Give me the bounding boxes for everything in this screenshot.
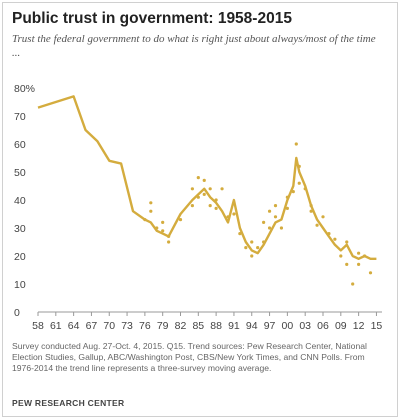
x-tick-label: 61: [50, 320, 62, 332]
x-tick-label: 64: [68, 320, 80, 332]
x-tick-label: 06: [317, 320, 329, 332]
x-tick-label: 76: [139, 320, 151, 332]
notes-line-2: Election Studies, Gallup, ABC/Washington…: [12, 352, 365, 363]
survey-point: [178, 218, 183, 222]
survey-point: [202, 178, 206, 182]
trend-line: [37, 95, 377, 260]
survey-point: [357, 262, 361, 266]
survey-point: [273, 215, 278, 219]
survey-point: [214, 206, 218, 210]
y-tick-label: 80%: [14, 83, 35, 95]
survey-point: [161, 229, 165, 233]
trust-chart: 0 10 20 30 40 50 60 70 80% 58 61 64 67 70 73 76 79 82 85 8…: [14, 83, 382, 332]
x-tick-label: 82: [175, 320, 187, 332]
source-label: PEW RESEARCH CENTER: [12, 398, 125, 408]
survey-point: [315, 223, 319, 227]
survey-point: [208, 204, 212, 208]
survey-point: [297, 181, 301, 185]
notes: Survey conducted Aug. 27-Oct. 4, 2015. Q…: [12, 341, 388, 375]
x-tick-label: 67: [86, 320, 98, 332]
x-tick-label: 15: [371, 320, 383, 332]
x-tick-label: 58: [32, 320, 44, 332]
x-tick-label: 97: [264, 320, 276, 332]
survey-point: [250, 240, 254, 244]
survey-point: [167, 240, 171, 244]
x-tick-label: 85: [192, 320, 204, 332]
survey-point: [232, 212, 236, 216]
y-tick-label: 30: [14, 223, 26, 235]
survey-point: [345, 262, 349, 266]
y-tick-label: 20: [14, 251, 26, 263]
chart-subtitle: Trust the federal government to do what …: [12, 33, 376, 59]
survey-point: [149, 209, 153, 213]
y-tick-label: 70: [14, 111, 26, 123]
survey-point: [220, 187, 224, 191]
survey-point: [279, 226, 284, 230]
survey-point: [285, 206, 289, 210]
x-tick-label: 73: [121, 320, 133, 332]
survey-point: [190, 187, 194, 191]
survey-point: [262, 220, 266, 224]
survey-point: [267, 226, 272, 230]
survey-point: [368, 271, 373, 275]
survey-point: [339, 254, 343, 258]
survey-dots: [143, 142, 373, 286]
survey-point: [256, 246, 260, 250]
survey-point: [351, 282, 355, 286]
survey-point: [267, 209, 272, 213]
survey-point: [273, 204, 278, 208]
x-tick-label: 00: [282, 320, 294, 332]
survey-point: [294, 142, 298, 146]
survey-point: [357, 251, 361, 255]
survey-point: [244, 246, 248, 250]
x-tick-label: 91: [228, 320, 240, 332]
y-tick-label: 50: [14, 167, 26, 179]
survey-point: [250, 254, 254, 258]
notes-line-1: Survey conducted Aug. 27-Oct. 4, 2015. Q…: [12, 341, 367, 351]
x-tick-label: 88: [210, 320, 222, 332]
survey-point: [208, 187, 212, 191]
y-tick-label: 60: [14, 139, 26, 151]
notes-line-3: 1976-2014 the trend line represents a th…: [12, 363, 272, 374]
x-axis-ticks: 58 61 64 67 70 73 76 79 82 85 88 91 94 97 00 03 06 09 12 15: [32, 312, 382, 332]
survey-point: [190, 204, 194, 208]
survey-point: [161, 220, 165, 224]
survey-point: [345, 240, 349, 244]
chart-frame: [2, 2, 398, 417]
y-tick-label: 40: [14, 195, 26, 207]
x-tick-label: 03: [299, 320, 311, 332]
x-tick-label: 09: [335, 320, 347, 332]
y-axis-ticks: 0 10 20 30 40 50 60 70 80%: [14, 83, 35, 319]
survey-point: [149, 201, 153, 205]
x-tick-label: 70: [103, 320, 115, 332]
survey-point: [333, 237, 337, 241]
survey-point: [196, 176, 200, 180]
chart-title: Public trust in government: 1958-2015: [12, 10, 292, 27]
survey-point: [321, 215, 325, 219]
x-tick-label: 79: [157, 320, 169, 332]
survey-point: [202, 192, 206, 196]
y-tick-label: 0: [14, 307, 20, 319]
x-tick-label: 94: [246, 320, 258, 332]
y-tick-label: 10: [14, 279, 26, 291]
x-tick-label: 12: [353, 320, 365, 332]
